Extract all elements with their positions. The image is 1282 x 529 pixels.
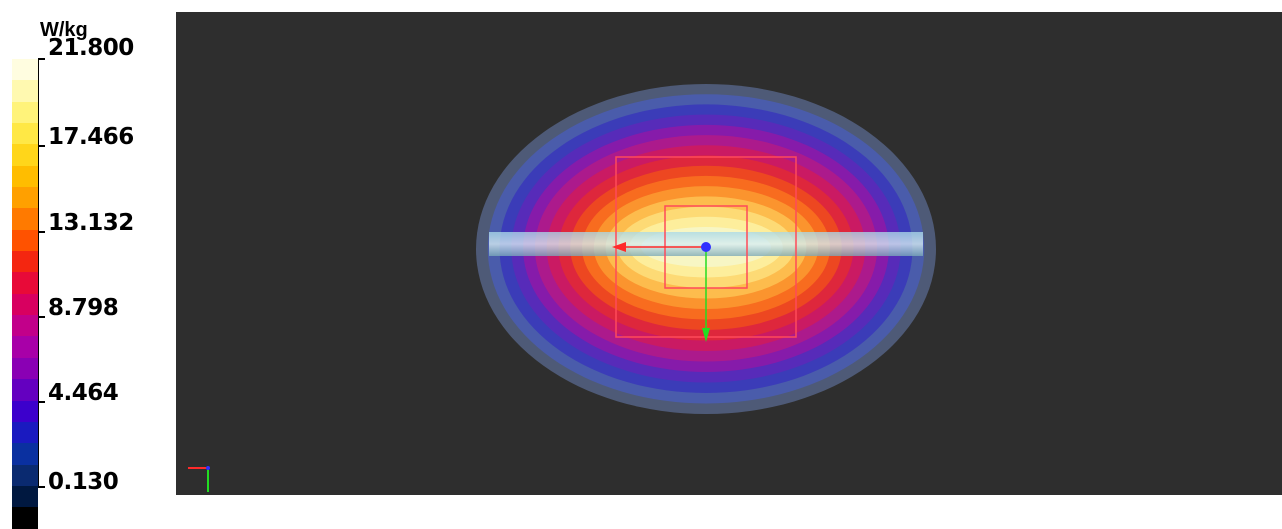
color-swatch: [12, 400, 38, 422]
color-swatch: [12, 272, 38, 294]
color-swatch: [12, 443, 38, 465]
color-swatch: [12, 485, 38, 508]
y-arrow-head: [702, 328, 710, 342]
3d-viewport[interactable]: [176, 12, 1282, 495]
color-swatch: [12, 379, 38, 401]
unit-label: W/kg: [40, 19, 88, 41]
color-scale-bar: [12, 59, 39, 529]
origin-point: [701, 242, 711, 252]
color-swatch: [12, 208, 38, 230]
orientation-triad: [188, 466, 210, 492]
color-swatch: [12, 315, 38, 337]
color-swatch: [12, 101, 38, 124]
color-swatch: [12, 251, 38, 273]
tick-mark: [38, 58, 45, 60]
color-swatch: [12, 507, 38, 529]
color-swatch: [12, 293, 38, 316]
tick-label: 8.798: [48, 295, 119, 321]
color-swatch: [12, 144, 38, 166]
tick-label-min: 0.130: [48, 469, 119, 495]
color-swatch: [12, 357, 38, 380]
color-swatch: [12, 336, 38, 358]
x-arrow-head: [612, 242, 626, 252]
tick-mark: [38, 145, 45, 147]
tick-mark: [38, 401, 45, 403]
tick-mark: [38, 231, 45, 233]
tick-label: 13.132: [48, 210, 134, 236]
color-scale-legend: W/kg 21.800 17.466 13.132 8.798 4.464 0.…: [0, 0, 176, 529]
tick-mark: [38, 316, 45, 318]
color-swatch: [12, 464, 38, 486]
color-swatch: [12, 80, 38, 102]
color-swatch: [12, 421, 38, 444]
color-swatch: [12, 59, 38, 81]
color-swatch: [12, 123, 38, 145]
color-swatch: [12, 165, 38, 188]
sar-distribution-view[interactable]: [176, 12, 1282, 495]
tick-label-max: 21.800: [48, 35, 134, 61]
tick-label: 17.466: [48, 124, 134, 150]
tick-label: 4.464: [48, 380, 119, 406]
color-swatch: [12, 229, 38, 252]
tick-mark: [38, 486, 45, 488]
color-swatch: [12, 187, 38, 209]
